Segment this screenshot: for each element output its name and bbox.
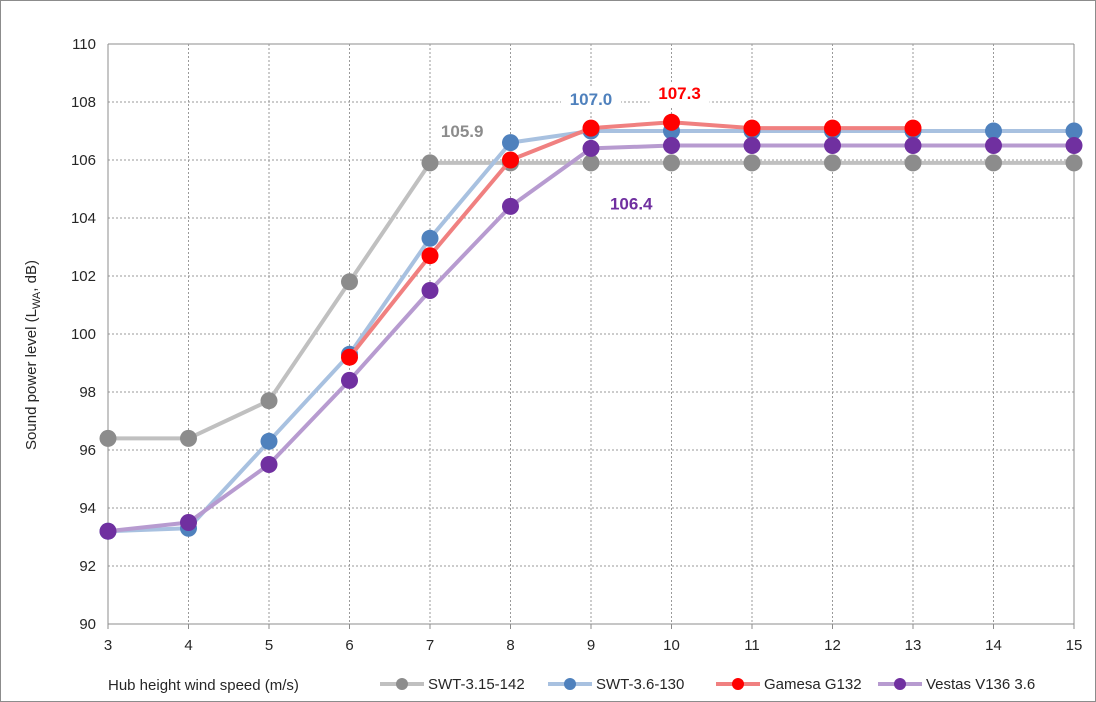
data-point [582,154,600,172]
y-axis-title-main: Sound power level (L [23,309,40,450]
series-group [99,113,1083,540]
data-point [985,154,1002,172]
x-tick-label: 12 [824,637,841,654]
data-point [824,137,841,154]
x-tick-label: 7 [426,637,434,654]
data-point [743,137,761,154]
annotation-group: 105.9 107.0 107.3 106.4 [432,82,710,217]
data-point [260,456,278,473]
x-tick-label: 6 [345,637,353,654]
y-tick-label: 92 [79,558,96,575]
data-point [99,429,117,447]
legend-item: SWT-3.15-142 [380,676,525,693]
annotation-background [649,82,710,107]
annotation-background [561,87,621,112]
data-point [904,119,922,137]
data-point [99,522,117,540]
y-axis-title: Sound power level (LWA, dB) [23,260,43,450]
legend-swatch-marker [894,678,906,690]
y-tick-label: 100 [71,326,96,343]
annotation-background [601,192,662,217]
x-tick-label: 9 [587,637,595,654]
legend-swatch-marker [564,678,576,690]
legend-label: SWT-3.6-130 [596,676,684,693]
x-tick-label: 5 [265,637,273,654]
x-tick-label: 13 [905,637,922,654]
data-point [985,122,1002,140]
data-point [985,137,1002,154]
legend: SWT-3.15-142 SWT-3.6-130 Gamesa G132 Vestas… [380,676,1035,693]
data-point [502,134,519,152]
legend-item: SWT-3.6-130 [548,676,684,693]
data-point [341,371,358,389]
legend-label: SWT-3.15-142 [428,676,525,693]
data-point [824,154,841,172]
data-point [341,273,358,291]
y-tick-label: 104 [71,210,96,227]
legend-item: Gamesa G132 [716,676,862,693]
data-point [904,154,922,172]
legend-label: Gamesa G132 [764,676,862,693]
annotation-label: 107.3 [658,84,701,103]
x-tick-label: 10 [663,637,680,654]
y-axis-title-rest: , dB) [23,260,40,292]
data-point [743,119,761,137]
x-tick-label: 3 [104,637,112,654]
y-tick-label: 94 [79,500,96,517]
y-axis-title-subscript: WA [31,291,43,309]
data-point [421,229,439,247]
tick-labels: 90 92 94 96 98 100 102 104 106 108 110 3 4 5 6 7 8 9 10 11 1… [71,36,1082,654]
y-tick-label: 106 [71,152,96,169]
annotation-background [432,119,493,144]
data-point [582,139,600,157]
x-tick-label: 8 [506,637,514,654]
data-point [341,348,358,366]
data-point [180,514,197,531]
x-axis-title: Hub height wind speed (m/s) [108,677,299,694]
legend-label: Vestas V136 3.6 [926,676,1035,693]
legend-swatch-marker [396,678,408,690]
data-point [421,154,439,172]
data-point [1065,137,1083,154]
annotation-label: 105.9 [441,122,484,141]
data-point [260,392,278,410]
series-1 [99,154,1083,447]
data-point [1065,122,1083,140]
y-tick-label: 96 [79,442,96,459]
data-point [502,151,519,169]
y-tick-label: 98 [79,384,96,401]
data-point [663,154,680,172]
data-point [663,113,680,131]
series-line [347,120,915,360]
y-tick-label: 110 [72,36,96,53]
data-point [904,137,922,154]
data-point [582,119,600,137]
series-3 [341,113,922,366]
y-tick-label: 90 [79,616,96,633]
data-point [743,154,761,172]
annotation-label: 106.4 [610,194,653,213]
y-tick-label: 108 [71,94,96,111]
legend-item: Vestas V136 3.6 [878,676,1035,693]
data-point [663,137,680,154]
data-point [502,197,519,215]
data-point [180,429,197,447]
series-4 [99,137,1083,540]
data-point [260,432,278,450]
x-tick-label: 4 [184,637,192,654]
annotation-label: 107.0 [570,90,613,109]
data-point [421,247,439,265]
x-tick-label: 15 [1066,637,1083,654]
x-tick-label: 14 [985,637,1002,654]
y-tick-label: 102 [71,268,96,285]
data-point [421,282,439,299]
data-point [824,119,841,137]
data-point [1065,154,1083,172]
x-tick-label: 11 [744,637,760,654]
legend-swatch-marker [732,678,744,690]
